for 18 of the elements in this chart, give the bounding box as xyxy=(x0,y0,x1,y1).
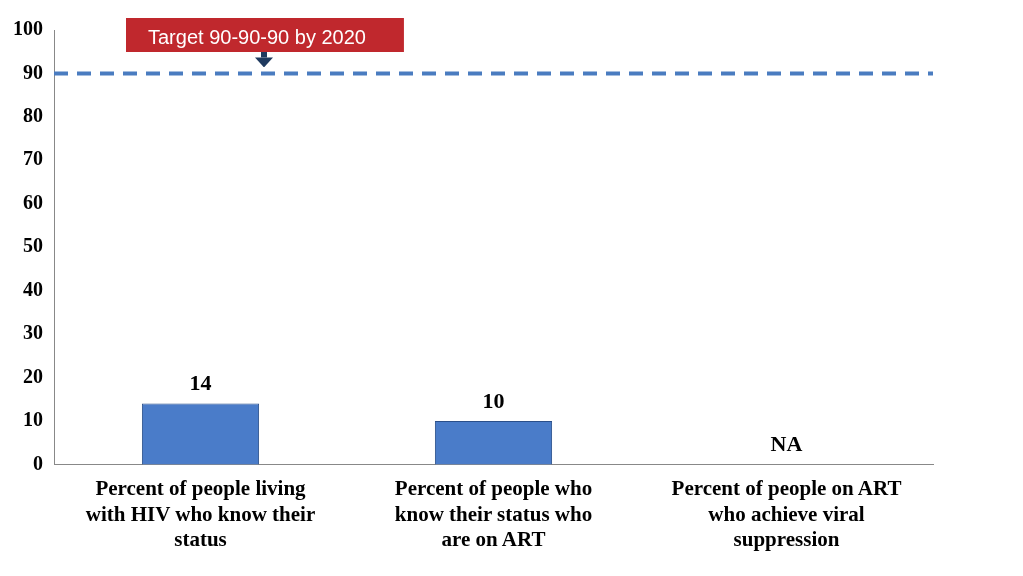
x-tick-label: Percent of people who know their status who are on ART xyxy=(394,476,593,551)
text: NA xyxy=(770,431,803,457)
y-tick-label: 20 xyxy=(23,364,43,387)
y-tick-label: 60 xyxy=(23,190,43,213)
y-tick-label: 30 xyxy=(23,321,43,344)
y-tick-label: 90 xyxy=(23,60,43,83)
y-tick-label: 0 xyxy=(33,451,43,474)
y-tick-label: 80 xyxy=(23,104,43,127)
y-tick-label: 10 xyxy=(23,408,43,431)
y-tick-label: 100 xyxy=(13,17,43,40)
y-tick-label: 40 xyxy=(23,277,43,300)
x-tick-label: Percent of people on ART who achieve viral suppression xyxy=(671,476,902,551)
y-tick-label: 50 xyxy=(23,234,43,257)
x-tick-label: Percent of people living with HIV who know their status xyxy=(85,476,316,551)
y-tick-label: 70 xyxy=(23,147,43,170)
data-label: 14 xyxy=(189,370,212,396)
data-label: 10 xyxy=(482,387,505,413)
ref-line-label: Target 90-90-90 by 2020 xyxy=(148,25,366,48)
